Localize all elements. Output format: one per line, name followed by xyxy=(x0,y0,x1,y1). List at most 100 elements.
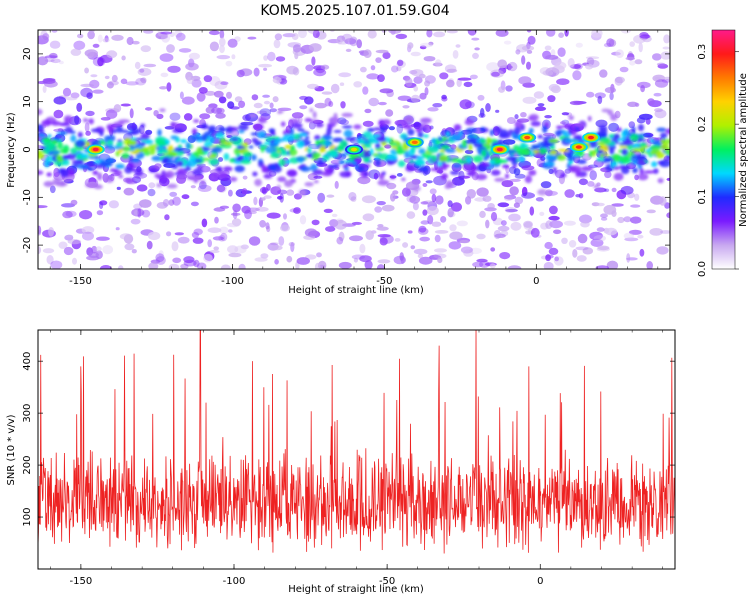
spectrogram-cell xyxy=(559,121,566,125)
spectrogram-cell xyxy=(254,257,268,262)
spectrogram-cell xyxy=(219,30,225,39)
spectrogram-cell xyxy=(193,228,203,236)
spectrogram-cell xyxy=(105,109,118,119)
spectrogram-cell xyxy=(497,225,510,232)
spectrogram-cell xyxy=(502,139,516,145)
spectrogram-cell xyxy=(490,169,501,176)
spectrogram-cell xyxy=(129,154,134,162)
spectrogram-cell xyxy=(528,169,537,176)
spectrogram-cell xyxy=(389,175,396,180)
spectrogram-cell xyxy=(299,95,308,100)
spectrogram-cell xyxy=(661,142,670,151)
spectrogram-cell xyxy=(431,193,437,203)
spectrogram-cell xyxy=(313,175,323,179)
spectrogram-cell xyxy=(523,221,533,230)
spectrogram-cell xyxy=(67,239,82,245)
spectrogram-cell xyxy=(213,90,224,98)
spectrogram-hotspot xyxy=(575,145,582,149)
spectrogram-cell xyxy=(258,160,264,168)
spectrogram-cell xyxy=(420,220,430,225)
spectrogram-cell xyxy=(520,112,527,118)
spectrogram-cell xyxy=(395,33,408,40)
spectrogram-cell xyxy=(416,155,425,160)
spectrogram-cell xyxy=(593,235,606,242)
spectrogram-cell xyxy=(513,126,521,135)
spectrogram-cell xyxy=(118,175,124,179)
spectrogram-cell xyxy=(95,246,102,252)
spectrogram-cell xyxy=(226,91,232,99)
spectrogram-cell xyxy=(514,120,523,129)
spectrogram-cell xyxy=(362,120,374,127)
spectrogram-cell xyxy=(401,135,409,139)
spectrogram-cell xyxy=(219,37,226,47)
spectrogram-x-axis-label: Height of straight line (km) xyxy=(288,285,424,296)
spectrogram-cell xyxy=(599,69,608,78)
spectrogram-cell xyxy=(159,108,166,113)
spectrogram-cell xyxy=(220,264,231,269)
spectrogram-cell xyxy=(166,159,178,164)
spectrogram-cell xyxy=(53,109,64,119)
spectrogram-cell xyxy=(475,173,488,181)
spectrogram-x-ticks: -150 -100 -50 0 xyxy=(49,30,659,287)
spectrogram-cell xyxy=(312,111,317,119)
snr-x-axis-label: Height of straight line (km) xyxy=(288,584,424,595)
spectrogram-cell xyxy=(433,253,447,259)
spectrogram-cell xyxy=(384,144,392,149)
spectrogram-cell xyxy=(155,253,165,262)
spectrogram-cell xyxy=(46,255,54,265)
spectrogram-cell xyxy=(170,122,180,129)
spectrogram-cell xyxy=(660,138,670,145)
spectrogram-cell xyxy=(115,163,125,169)
spectrogram-cell xyxy=(73,40,86,50)
spectrogram-cell xyxy=(172,257,182,264)
spectrogram-cell xyxy=(637,234,644,239)
spectrogram-cell xyxy=(191,79,202,88)
spectrogram-cell xyxy=(453,124,462,132)
spectrogram-cell xyxy=(51,30,58,33)
spectrogram-cell xyxy=(85,130,91,136)
spectrogram-cell xyxy=(550,155,558,160)
spectrogram-cell xyxy=(280,121,286,127)
spectrogram-cell xyxy=(307,83,319,90)
spectrogram-cell xyxy=(368,97,380,107)
spectrogram-cell xyxy=(349,235,363,242)
spectrogram-cell xyxy=(501,180,514,188)
spectrogram-cell xyxy=(498,86,506,93)
spectrogram-cell xyxy=(472,52,479,60)
spectrogram-cell xyxy=(666,212,670,219)
spectrogram-cell xyxy=(486,62,500,72)
spectrogram-cell xyxy=(148,262,159,269)
spectrogram-cell xyxy=(380,141,388,146)
spectrogram-cell xyxy=(292,44,302,53)
spectrogram-cell xyxy=(629,133,639,142)
spectrogram-cell xyxy=(639,167,644,175)
spectrogram-cell xyxy=(371,153,380,157)
spectrogram-cell xyxy=(510,221,522,231)
spectrogram-cell xyxy=(394,238,401,242)
spectrogram-cell xyxy=(407,128,415,136)
spectrogram-cell xyxy=(246,207,260,212)
spectrogram-cell xyxy=(171,164,178,170)
spectrogram-cell xyxy=(164,214,170,221)
spectrogram-cell xyxy=(146,240,153,250)
spectrogram-cell xyxy=(397,160,406,168)
spectrogram-cell xyxy=(200,179,206,186)
spectrogram-cell xyxy=(220,81,229,85)
spectrogram-cell xyxy=(620,185,634,195)
spectrogram-cell xyxy=(227,245,239,254)
spectrogram-cell xyxy=(495,109,500,113)
spectrogram-cell xyxy=(446,30,458,34)
spectrogram-cell xyxy=(404,151,410,159)
spectrogram-cell xyxy=(263,173,273,179)
spectrogram-cell xyxy=(185,159,198,167)
spectrogram-cell xyxy=(252,171,258,177)
y-tick-label: -10 xyxy=(22,189,33,205)
spectrogram-cell xyxy=(115,227,120,231)
spectrogram-cell xyxy=(339,171,352,178)
spectrogram-cell xyxy=(296,140,305,149)
spectrogram-cell xyxy=(464,119,475,126)
spectrogram-cell xyxy=(72,257,77,265)
spectrogram-cell xyxy=(75,139,86,148)
spectrogram-cell xyxy=(431,154,437,162)
spectrogram-cell xyxy=(390,193,396,202)
